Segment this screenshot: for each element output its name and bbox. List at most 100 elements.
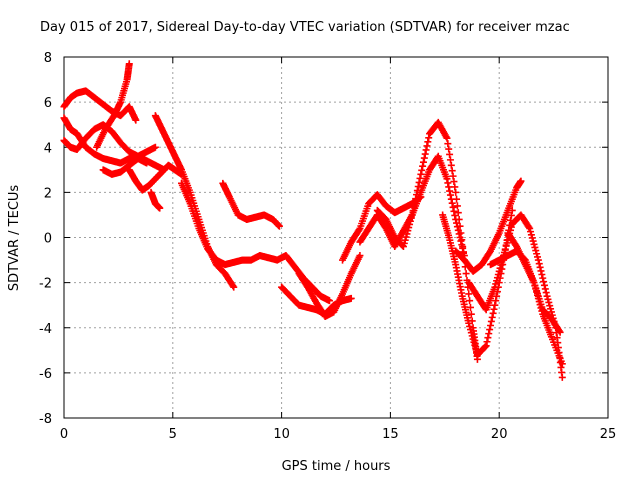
data-point (491, 301, 499, 309)
data-point (466, 326, 474, 334)
data-point (466, 322, 474, 330)
data-point (414, 183, 422, 191)
data-point (527, 228, 535, 236)
y-tick-label: 6 (44, 96, 52, 111)
data-point (482, 342, 490, 350)
data-point (533, 250, 541, 258)
data-point (483, 338, 491, 346)
data-point (558, 373, 566, 381)
data-point (547, 308, 555, 316)
data-point (533, 253, 541, 261)
y-tick-label: -2 (39, 277, 52, 292)
data-point (481, 343, 489, 351)
data-point (413, 191, 421, 199)
data-point (494, 271, 502, 279)
data-point (465, 290, 473, 298)
y-tick-labels: -8 -6 -4 -2 0 2 4 6 8 (39, 51, 52, 427)
data-point (423, 142, 431, 150)
data-point (467, 329, 475, 337)
data-point (355, 226, 363, 234)
data-point (444, 179, 452, 187)
data-point (472, 345, 480, 353)
data-point (492, 280, 500, 288)
data-point (407, 214, 415, 222)
series-arc-17 (452, 177, 525, 275)
axis-ticks (63, 56, 609, 419)
series-arc-6 (125, 161, 186, 194)
data-point (540, 281, 548, 289)
series-arc-7 (147, 188, 164, 212)
data-point (492, 297, 500, 305)
data-point (465, 319, 473, 327)
data-point (449, 203, 457, 211)
data-point (540, 278, 548, 286)
data-point (406, 217, 414, 225)
data-point (446, 150, 454, 158)
data-point (469, 335, 477, 343)
data-point (125, 60, 133, 68)
y-tick-label: 2 (44, 186, 52, 201)
data-point (404, 227, 412, 235)
data-point (526, 224, 534, 232)
data-point (533, 291, 541, 299)
data-point (537, 304, 545, 312)
data-point (468, 332, 476, 340)
data-point (416, 174, 424, 182)
series-arc-3 (60, 121, 159, 160)
y-tick-label: 8 (44, 51, 52, 66)
data-point (412, 195, 420, 203)
data-point (535, 260, 543, 268)
data-point (558, 360, 566, 368)
data-point (543, 292, 551, 300)
data-point (491, 283, 499, 291)
data-point (410, 203, 418, 211)
data-point (448, 167, 456, 175)
data-point (466, 297, 474, 305)
data-point (356, 252, 364, 260)
data-point (525, 223, 533, 231)
data-point (419, 162, 427, 170)
data-point (455, 215, 463, 223)
series-arc-5 (99, 155, 151, 178)
data-point (143, 159, 151, 167)
data-point (493, 277, 501, 285)
data-point (545, 298, 553, 306)
data-point (495, 267, 503, 275)
data-point (542, 289, 550, 297)
data-point (453, 219, 461, 227)
data-point (421, 150, 429, 158)
data-point (451, 183, 459, 191)
x-tick-label: 0 (60, 427, 68, 442)
data-point (399, 243, 407, 251)
data-point (417, 170, 425, 178)
data-point (546, 302, 554, 310)
data-point (532, 285, 540, 293)
data-point (462, 270, 470, 278)
data-point (445, 183, 453, 191)
data-point (402, 233, 410, 241)
x-tick-label: 5 (169, 427, 177, 442)
data-point (418, 166, 426, 174)
x-tick-label: 20 (491, 427, 508, 442)
data-point (420, 154, 428, 162)
series-arc-1 (60, 114, 168, 174)
data-point (452, 188, 460, 196)
data-point (471, 341, 479, 349)
data-point (536, 301, 544, 309)
data-point (425, 134, 433, 142)
data-point (347, 294, 355, 302)
data-point (446, 191, 454, 199)
data-point (529, 237, 537, 245)
data-point (535, 298, 543, 306)
data-point (532, 247, 540, 255)
data-point (556, 328, 564, 336)
data-point (547, 305, 555, 313)
data-point (415, 178, 423, 186)
data-point (487, 317, 495, 325)
data-point (449, 172, 457, 180)
data-point (517, 177, 525, 185)
data-point (448, 199, 456, 207)
data-point (446, 156, 454, 164)
series-arc-2 (60, 87, 140, 124)
data-point (538, 271, 546, 279)
